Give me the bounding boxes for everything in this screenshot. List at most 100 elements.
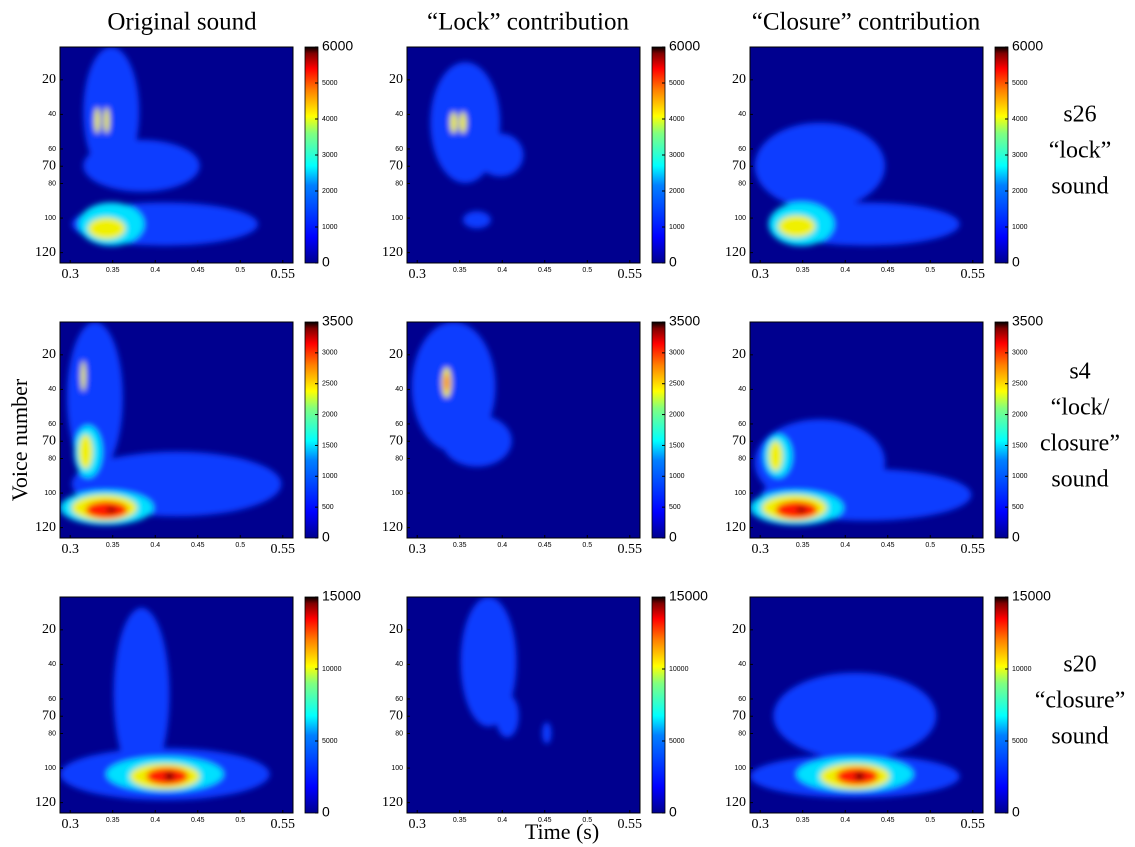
heatmap-blob [103, 107, 110, 134]
colorbar-tick-label: 500 [669, 504, 681, 511]
row-label: s26 [1063, 102, 1096, 128]
row-label: “closure” [1035, 688, 1126, 714]
heatmap-blob [775, 501, 818, 519]
y-tick-label: 60 [738, 146, 746, 153]
colorbar-tick-label: 6000 [1012, 38, 1043, 54]
y-tick-label: 60 [738, 421, 746, 428]
y-tick-label: 100 [44, 490, 56, 497]
colorbar-tick-label: 2000 [1012, 411, 1028, 418]
y-tick-label: 80 [48, 730, 56, 737]
x-tick-label: 0.55 [271, 267, 296, 282]
colorbar-tick-label: 1500 [322, 442, 338, 449]
heatmap-blob [796, 507, 806, 513]
panel: 0.3 0.35 0.4 0.45 0.5 0.55 20 40 60 70 80 100 120 0 50… [382, 588, 708, 833]
y-tick-label: 80 [395, 730, 403, 737]
colorbar-tick-label: 1000 [669, 224, 685, 231]
heatmap-blob [459, 111, 467, 134]
colorbar-tick-label: 5000 [669, 80, 685, 87]
y-tick-label: 100 [391, 490, 403, 497]
colorbar-tick-label: 2000 [322, 188, 338, 195]
colorbar-tick-label: 1000 [669, 473, 685, 480]
colorbar-tick-label: 1000 [1012, 473, 1028, 480]
y-tick-label: 20 [42, 72, 56, 87]
row-label: s4 [1069, 359, 1090, 385]
colorbar-tick-label: 2500 [322, 381, 338, 388]
x-tick-label: 0.55 [961, 542, 986, 557]
x-tick-label: 0.45 [191, 267, 205, 274]
x-tick-label: 0.3 [61, 267, 79, 282]
x-tick-label: 0.55 [271, 542, 296, 557]
colorbar-tick-label: 3000 [1012, 152, 1028, 159]
x-tick-label: 0.5 [925, 817, 935, 824]
colorbar-tick-label: 2000 [669, 411, 685, 418]
x-tick-label: 0.55 [618, 542, 643, 557]
heatmap [430, 62, 524, 229]
y-tick-label: 40 [48, 111, 56, 118]
colorbar-tick-label: 10000 [322, 666, 342, 673]
y-tick-label: 120 [725, 795, 746, 810]
y-tick-label: 20 [389, 72, 403, 87]
colorbar-tick-label: 1500 [669, 442, 685, 449]
colorbar-tick-label: 10000 [1012, 666, 1032, 673]
x-tick-label: 0.5 [582, 267, 592, 274]
x-tick-label: 0.3 [408, 817, 426, 832]
y-tick-label: 70 [389, 433, 403, 448]
y-tick-label: 60 [48, 421, 56, 428]
heatmap [411, 322, 512, 467]
x-tick-label: 0.55 [618, 267, 643, 282]
y-tick-label: 70 [732, 433, 746, 448]
colorbar-tick-label: 5000 [322, 80, 338, 87]
y-tick-label: 40 [395, 386, 403, 393]
x-tick-label: 0.45 [881, 817, 895, 824]
y-tick-label: 40 [395, 661, 403, 668]
colorbar-tick-label: 10000 [669, 666, 689, 673]
y-tick-label: 20 [389, 622, 403, 637]
heatmap [60, 322, 282, 526]
y-tick-label: 60 [395, 146, 403, 153]
x-tick-label: 0.35 [453, 542, 467, 549]
colorbar [304, 321, 319, 539]
heatmap-blob [768, 440, 783, 472]
panel: 0.3 0.35 0.4 0.45 0.5 0.55 20 40 60 70 80 100 120 0 50… [382, 313, 700, 558]
row-label: sound [1051, 467, 1108, 493]
x-tick-label: 0.4 [840, 817, 850, 824]
colorbar-tick-label: 5000 [322, 738, 338, 745]
plot-frame [59, 321, 294, 539]
heatmap-blob [542, 722, 552, 744]
colorbar-tick-label: 2500 [1012, 381, 1028, 388]
row-label: sound [1051, 724, 1108, 750]
x-tick-label: 0.35 [106, 267, 120, 274]
y-tick-label: 40 [48, 386, 56, 393]
y-tick-label: 120 [35, 795, 56, 810]
heatmap-blob [777, 215, 816, 238]
column-title: Original sound [107, 9, 257, 36]
x-tick-label: 0.3 [408, 267, 426, 282]
heatmap-blob [460, 597, 517, 727]
x-tick-label: 0.45 [881, 542, 895, 549]
panel: 0.3 0.35 0.4 0.45 0.5 0.55 20 40 60 70 80 100 120 0 10… [725, 38, 1043, 283]
colorbar-tick-label: 3500 [1012, 313, 1043, 329]
colorbar-tick-label: 1500 [1012, 442, 1028, 449]
y-tick-label: 70 [389, 708, 403, 723]
y-tick-label: 120 [35, 245, 56, 260]
heatmap-blob [106, 507, 116, 513]
heatmap-blob [83, 139, 200, 192]
colorbar-tick-label: 0 [669, 529, 677, 545]
y-tick-label: 120 [35, 520, 56, 535]
row-label: sound [1051, 174, 1108, 200]
colorbar-tick-label: 0 [1012, 804, 1020, 820]
x-tick-label: 0.5 [925, 267, 935, 274]
colorbar-tick-label: 0 [1012, 254, 1020, 270]
colorbar-tick-label: 3000 [1012, 350, 1028, 357]
colorbar-tick-label: 0 [322, 529, 330, 545]
x-tick-label: 0.45 [881, 267, 895, 274]
x-tick-label: 0.3 [61, 542, 79, 557]
colorbar-tick-label: 4000 [669, 116, 685, 123]
plot-background [407, 597, 640, 813]
y-tick-label: 60 [48, 696, 56, 703]
plot-frame [406, 321, 641, 539]
colorbar-tick-label: 0 [322, 254, 330, 270]
x-tick-label: 0.4 [150, 267, 160, 274]
colorbar-tick-label: 2000 [1012, 188, 1028, 195]
x-tick-label: 0.35 [796, 267, 810, 274]
